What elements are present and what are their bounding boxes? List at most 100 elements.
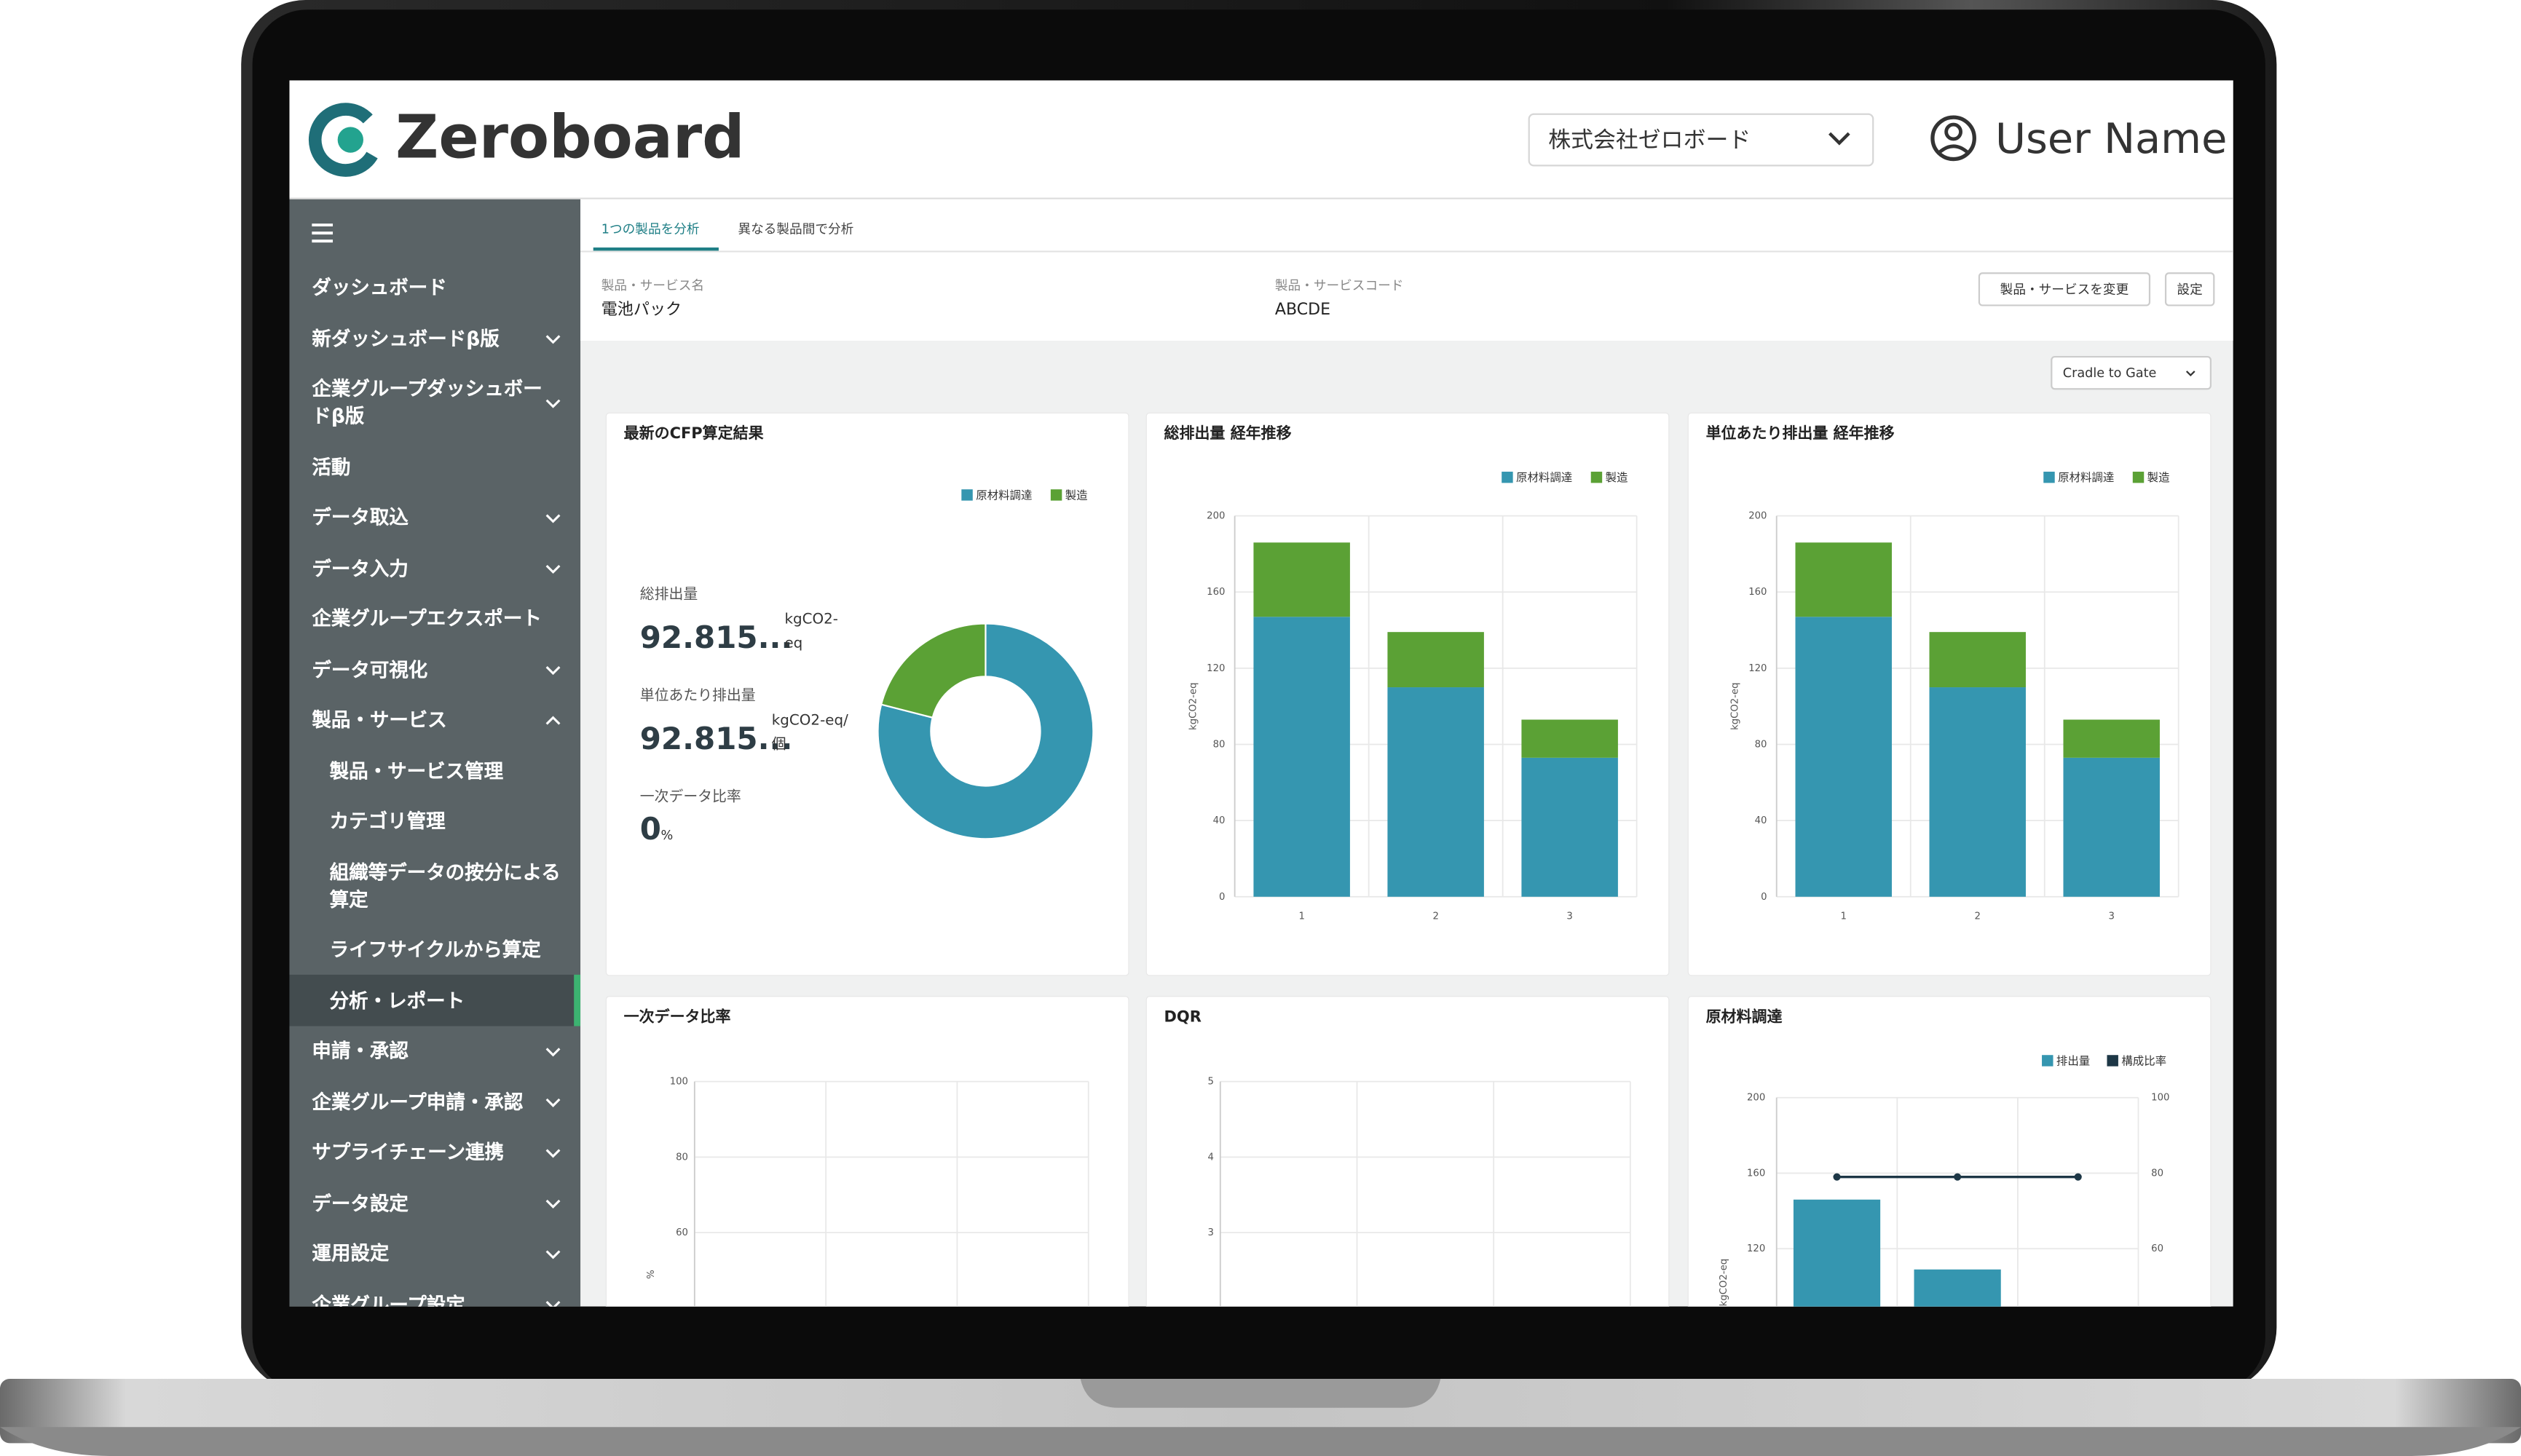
sidebar-label-box[interactable]: 組織等データの按分による算定 [330, 859, 564, 923]
sidebar-item[interactable]: サプライチェーン連携 [289, 1126, 574, 1203]
x-tick-label: 2 [1975, 911, 1981, 922]
sidebar-label-box[interactable]: 企業グループ申請・承認 [312, 1089, 546, 1153]
sidebar-label[interactable]: 企業グループダッシュボードβ版 [312, 377, 543, 428]
tab[interactable]: 1つの製品を分析 [601, 222, 700, 237]
user-icon[interactable] [1930, 115, 1976, 162]
y-tick-label: 160 [1747, 1168, 1765, 1179]
sidebar-label-box[interactable]: データ入力 [312, 555, 546, 620]
header [289, 80, 2233, 199]
sidebar-label-box[interactable]: 活動 [312, 454, 546, 518]
sidebar-item[interactable]: 新ダッシュボードβ版 [289, 312, 574, 389]
sidebar-label-box[interactable]: ライフサイクルから算定 [330, 937, 564, 1001]
sidebar-label-box[interactable]: サプライチェーン連携 [312, 1139, 546, 1203]
sidebar-label[interactable]: データ取込 [312, 506, 409, 529]
sidebar-item[interactable]: 運用設定 [289, 1228, 574, 1305]
y-tick-label: 200 [1207, 511, 1225, 522]
sidebar-item[interactable]: カテゴリ管理 [289, 796, 574, 873]
sidebar-label[interactable]: 分析・レポート [329, 989, 465, 1012]
sidebar-label[interactable]: データ可視化 [312, 657, 428, 681]
logo-text: Zeroboard [395, 103, 744, 173]
sidebar-item[interactable]: 企業グループ設定 [289, 1278, 574, 1356]
chevron [545, 666, 561, 676]
sidebar-item[interactable]: データ可視化 [289, 644, 574, 721]
sidebar-label-box[interactable]: 申請・承認 [312, 1038, 546, 1102]
y-tick-label: 120 [1207, 663, 1225, 674]
tab[interactable]: 異なる製品間で分析 [738, 222, 853, 237]
sidebar-label-box[interactable]: データ取込 [312, 505, 546, 569]
sidebar-label[interactable]: 企業グループ設定 [312, 1292, 465, 1315]
chart-title: DQR [1164, 1008, 1202, 1025]
sidebar-item[interactable]: 申請・承認 [289, 1025, 574, 1102]
sidebar-label[interactable]: 企業グループエクスポート [312, 607, 542, 630]
sidebar-label[interactable]: 製品・サービス [312, 708, 447, 732]
sidebar-item[interactable]: データ設定 [289, 1177, 574, 1254]
scope-label[interactable]: Cradle to Gate [2063, 366, 2157, 381]
y-tick-label: 60 [676, 1227, 688, 1238]
chart-card: 総排出量 経年推移 0 40 80 120 160 200 kgCO2-eq 1 2 3 原材料調達 製… [1145, 412, 1670, 976]
legend-swatch [2043, 471, 2055, 483]
chevron [545, 1149, 561, 1158]
company-name[interactable]: 株式会社ゼロボード [1548, 127, 1751, 154]
sidebar-item[interactable]: 企業グループ申請・承認 [289, 1076, 574, 1153]
change-product-button[interactable] [1978, 272, 2151, 306]
sidebar-item[interactable]: 企業グループエクスポート [289, 593, 574, 670]
sidebar-label[interactable]: 組織等データの按分による算定 [329, 860, 561, 911]
sidebar-label[interactable]: 活動 [312, 455, 351, 478]
line-point [2074, 1173, 2082, 1181]
settings-button[interactable] [2164, 272, 2215, 306]
sidebar-label[interactable]: 運用設定 [312, 1242, 390, 1265]
user-name[interactable]: User Name [1995, 114, 2227, 163]
sidebar-label-box[interactable]: 運用設定 [312, 1241, 546, 1305]
settings-label[interactable]: 設定 [2177, 282, 2203, 297]
company-select[interactable] [1528, 113, 1874, 167]
sidebar-label[interactable]: ライフサイクルから算定 [329, 938, 541, 962]
sidebar-label[interactable]: ダッシュボード [312, 276, 447, 299]
chevron [545, 564, 561, 574]
sidebar-label-box[interactable]: データ設定 [312, 1190, 546, 1254]
sidebar-label-box[interactable]: 企業グループエクスポート [312, 606, 546, 670]
legend-label: 原材料調達 [976, 489, 1032, 502]
sidebar-label[interactable]: カテゴリ管理 [329, 810, 446, 833]
chevron [545, 1300, 561, 1307]
sidebar-label-box[interactable]: データ可視化 [312, 657, 546, 721]
sidebar-label-box[interactable]: 分析・レポート [330, 988, 564, 1052]
y-tick-label: 4 [1208, 1152, 1214, 1163]
sidebar-item[interactable]: 分析・レポート [289, 974, 581, 1052]
sidebar-label[interactable]: 製品・サービス管理 [329, 759, 504, 782]
sidebar-label-box[interactable]: カテゴリ管理 [330, 808, 564, 872]
sidebar-label[interactable]: データ設定 [312, 1191, 409, 1214]
sidebar-item[interactable]: 製品・サービス [289, 695, 574, 772]
sidebar-label[interactable]: 企業グループ申請・承認 [312, 1090, 524, 1113]
y-tick-label: 200 [1747, 1093, 1765, 1104]
metric-label: 一次データ比率 [640, 788, 741, 804]
sidebar-label-box[interactable]: 新ダッシュボードβ版 [312, 325, 546, 389]
change-product-label[interactable]: 製品・サービスを変更 [2000, 282, 2129, 297]
sidebar-label-box[interactable]: 企業グループ設定 [312, 1291, 546, 1356]
sidebar-label-box[interactable]: ダッシュボード [312, 274, 546, 339]
sidebar-item[interactable]: ライフサイクルから算定 [289, 924, 574, 1001]
sidebar-label-box[interactable]: 製品・サービス管理 [330, 758, 564, 822]
sidebar-item[interactable]: 組織等データの按分による算定 [289, 846, 574, 925]
legend-swatch [2042, 1055, 2054, 1067]
sidebar-label[interactable]: 申請・承認 [312, 1040, 409, 1063]
hamburger[interactable] [312, 223, 334, 243]
card-bg [605, 996, 1129, 1307]
sidebar-label[interactable]: サプライチェーン連携 [312, 1141, 504, 1164]
y2-tick-label: 80 [2151, 1168, 2163, 1179]
product-code: ABCDE [1275, 301, 1330, 319]
sidebar-label-box[interactable]: 製品・サービス [312, 707, 546, 771]
sidebar-item[interactable]: データ入力 [289, 542, 574, 620]
sidebar-item[interactable]: 企業グループダッシュボードβ版 [289, 363, 574, 442]
donut-slice [880, 622, 987, 719]
sidebar-label[interactable]: 新ダッシュボードβ版 [312, 327, 500, 350]
sidebar-item[interactable]: 活動 [289, 441, 574, 518]
sidebar-item[interactable]: 製品・サービス管理 [289, 745, 574, 822]
sidebar-item[interactable]: データ取込 [289, 491, 574, 569]
screen: Zeroboard 株式会社ゼロボード User Name ダッシュボード新ダッ… [289, 80, 2233, 1356]
chevron [545, 1098, 561, 1107]
sidebar-item[interactable]: ダッシュボード [289, 262, 574, 339]
sidebar-label-box[interactable]: 企業グループダッシュボードβ版 [312, 376, 546, 440]
bar [1929, 632, 2026, 688]
scope-select[interactable] [2051, 355, 2212, 390]
sidebar-label[interactable]: データ入力 [312, 556, 409, 579]
